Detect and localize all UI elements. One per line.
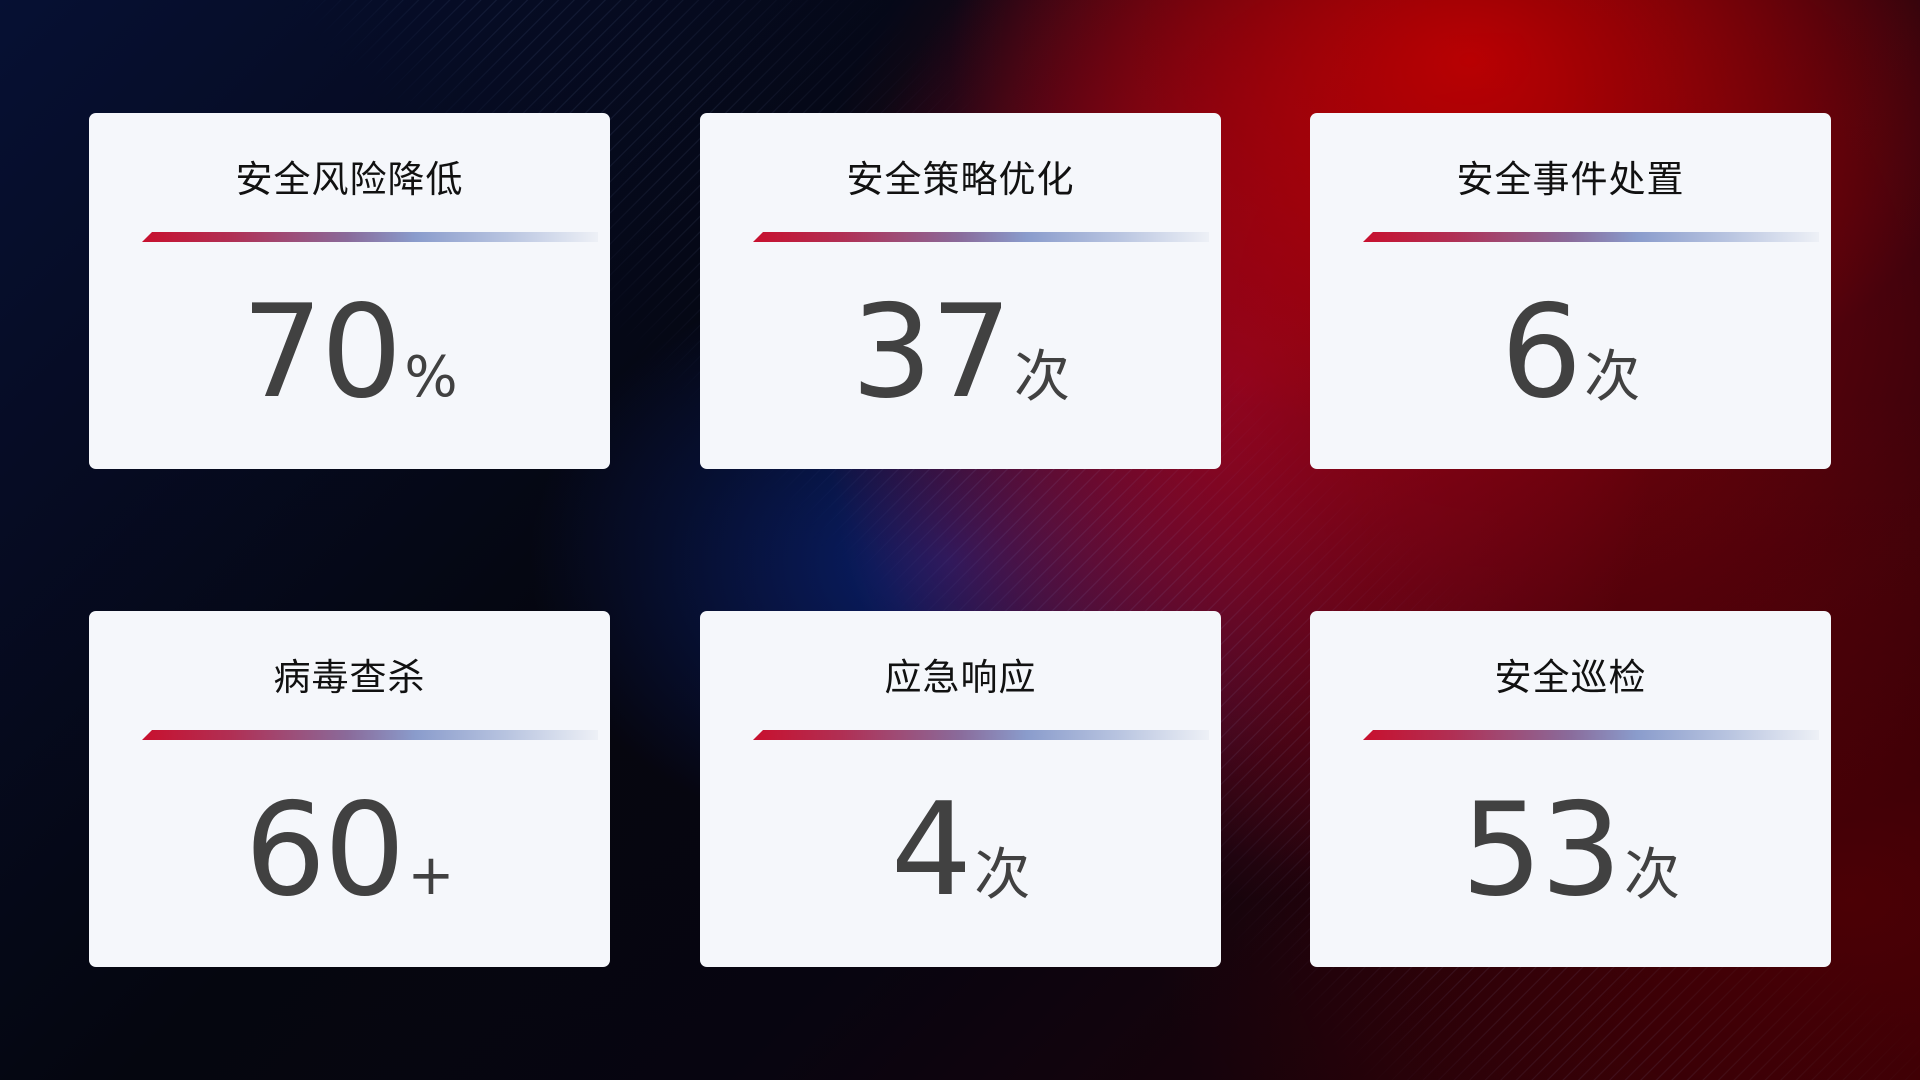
value-number: 6 bbox=[1500, 278, 1582, 427]
stat-card-security-inspection: 安全巡检 53次 bbox=[1310, 611, 1831, 967]
value-number: 53 bbox=[1461, 776, 1622, 925]
value-unit: 次 bbox=[974, 843, 1031, 908]
stat-card-policy-optimization: 安全策略优化 37次 bbox=[700, 113, 1221, 469]
card-value: 37次 bbox=[700, 273, 1221, 433]
value-number: 60 bbox=[244, 776, 406, 925]
value-unit: % bbox=[404, 345, 458, 410]
value-unit: 次 bbox=[1013, 345, 1070, 410]
divider-gradient-bar bbox=[1363, 232, 1819, 242]
divider-gradient-bar bbox=[142, 730, 598, 740]
value-number: 4 bbox=[890, 776, 972, 925]
card-title: 安全风险降低 bbox=[235, 158, 464, 201]
card-value: 70% bbox=[89, 273, 610, 433]
divider-gradient-bar bbox=[142, 232, 598, 242]
card-value: 6次 bbox=[1310, 273, 1831, 433]
card-value: 60+ bbox=[89, 771, 610, 931]
stat-card-emergency-response: 应急响应 4次 bbox=[700, 611, 1221, 967]
divider-gradient-bar bbox=[1363, 730, 1819, 740]
card-title: 安全策略优化 bbox=[846, 158, 1075, 201]
value-unit: 次 bbox=[1623, 843, 1680, 908]
card-title: 安全事件处置 bbox=[1456, 158, 1685, 201]
stat-card-virus-removal: 病毒查杀 60+ bbox=[89, 611, 610, 967]
card-value: 53次 bbox=[1310, 771, 1831, 931]
card-title: 安全巡检 bbox=[1494, 656, 1647, 699]
card-value: 4次 bbox=[700, 771, 1221, 931]
value-number: 37 bbox=[851, 278, 1012, 427]
divider-gradient-bar bbox=[753, 730, 1209, 740]
stat-card-incident-handling: 安全事件处置 6次 bbox=[1310, 113, 1831, 469]
value-number: 70 bbox=[241, 278, 402, 427]
card-title: 应急响应 bbox=[884, 656, 1037, 699]
stat-card-risk-reduction: 安全风险降低 70% bbox=[89, 113, 610, 469]
card-title: 病毒查杀 bbox=[273, 656, 426, 699]
value-unit: 次 bbox=[1584, 345, 1641, 410]
value-unit: + bbox=[407, 843, 455, 908]
divider-gradient-bar bbox=[753, 232, 1209, 242]
